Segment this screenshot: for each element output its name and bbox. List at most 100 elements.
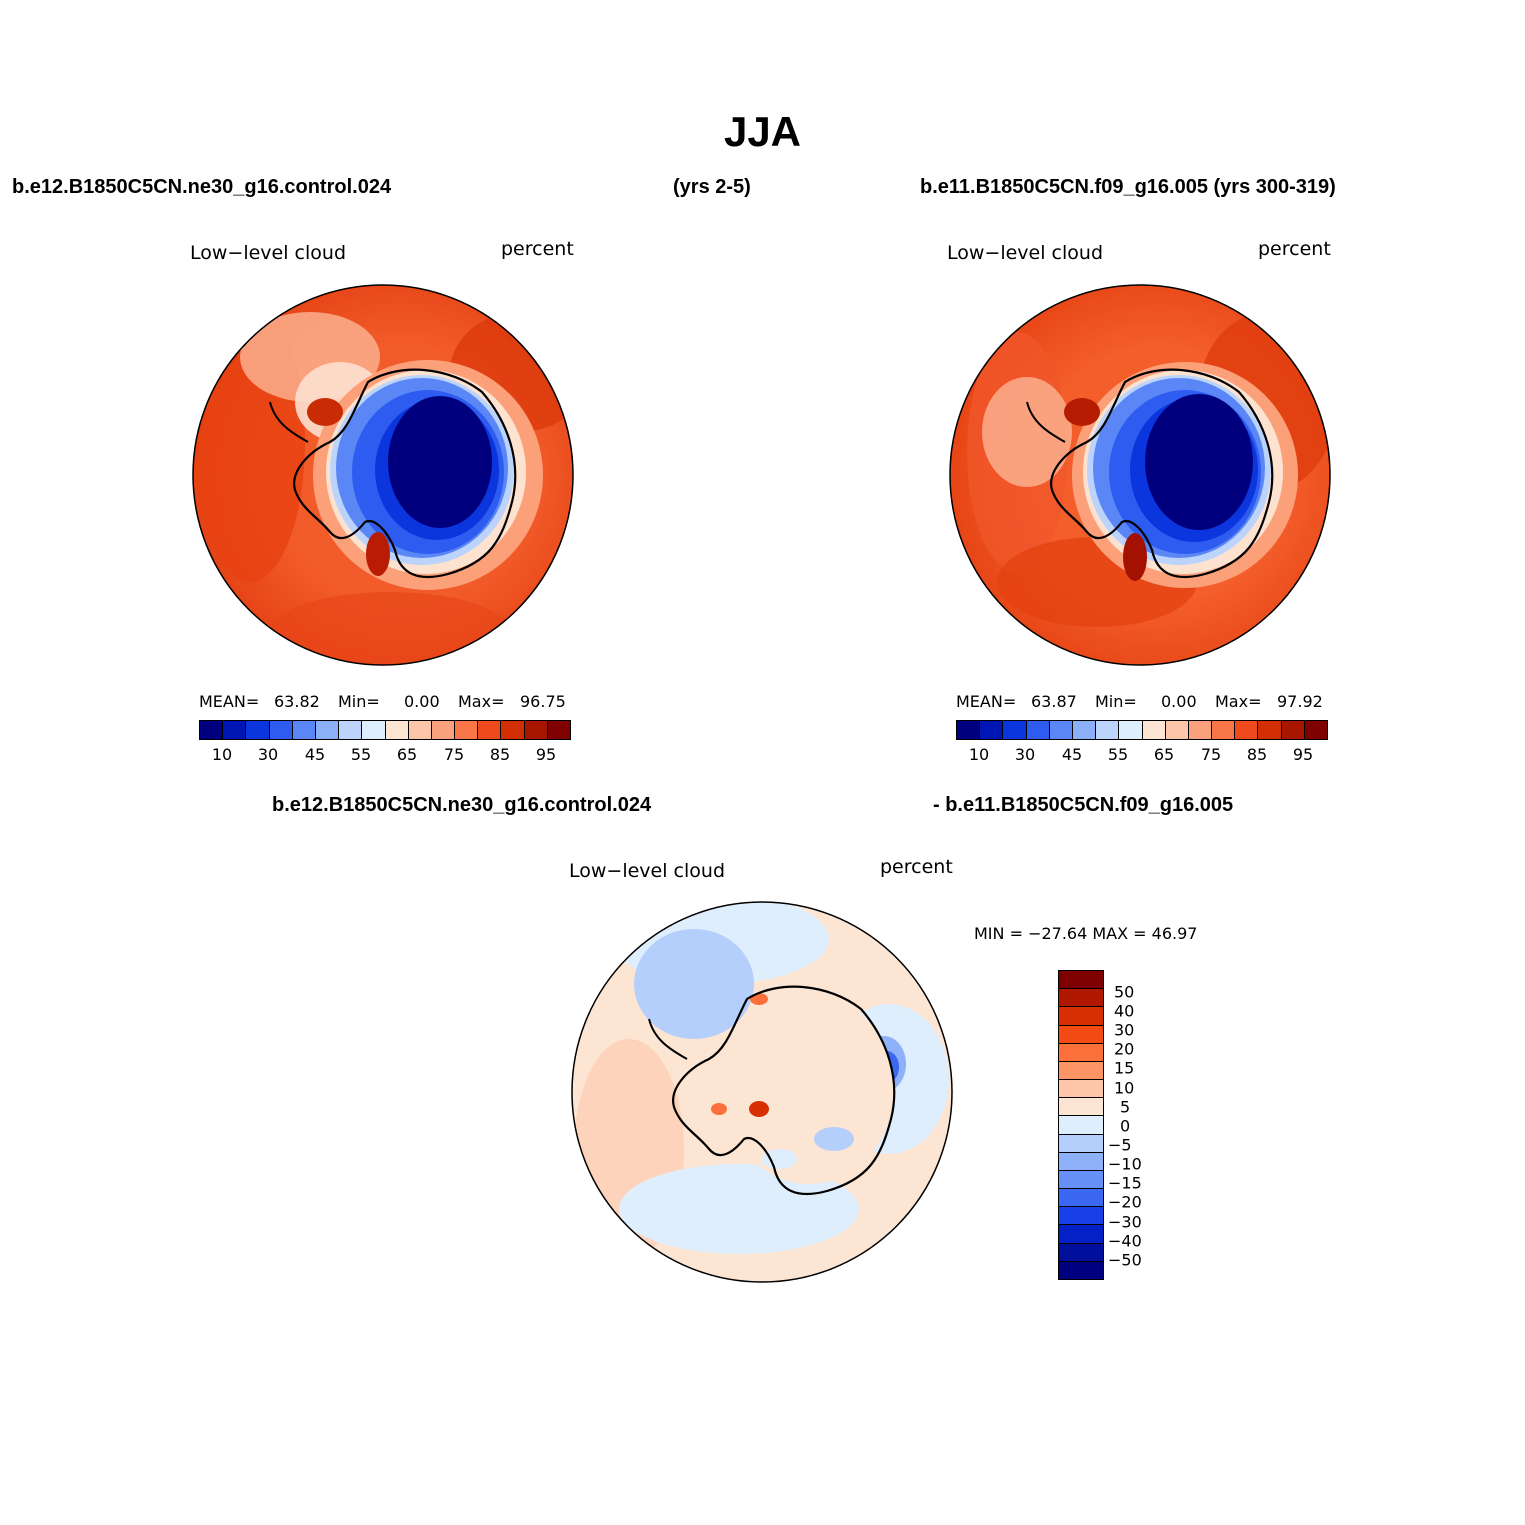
colorbar-swatch	[1059, 1007, 1103, 1026]
colorbar-swatch	[408, 721, 432, 739]
panel1-mean-value: 63.82	[274, 692, 320, 711]
diff-colorbar-label: −15	[1108, 1173, 1142, 1193]
colorbar-swatch	[1281, 721, 1305, 739]
panel1-colorbar	[199, 720, 571, 740]
colorbar-swatch	[1304, 721, 1327, 739]
panel2-colorbar-tick: 95	[1292, 745, 1314, 764]
colorbar-swatch	[1188, 721, 1213, 739]
diff-case-b-title: - b.e11.B1850C5CN.f09_g16.005	[933, 794, 1234, 816]
colorbar-swatch	[292, 721, 316, 739]
colorbar-swatch	[1059, 1243, 1103, 1262]
colorbar-swatch	[501, 721, 525, 739]
colorbar-swatch	[1059, 1207, 1103, 1226]
panel1-colorbar-tick: 55	[350, 745, 372, 764]
colorbar-swatch	[1059, 1061, 1103, 1081]
colorbar-swatch	[1026, 721, 1050, 739]
colorbar-swatch	[1096, 721, 1120, 739]
colorbar-swatch	[200, 721, 224, 739]
colorbar-swatch	[1059, 1152, 1103, 1171]
colorbar-swatch	[1059, 1189, 1103, 1208]
panel1-variable-label: Low−level cloud	[190, 242, 347, 264]
colorbar-swatch	[1119, 721, 1143, 739]
diff-colorbar-label: 40	[1114, 1001, 1135, 1021]
colorbar-swatch	[362, 721, 386, 739]
diff-variable-label: Low−level cloud	[569, 860, 726, 882]
colorbar-swatch	[246, 721, 270, 739]
colorbar-swatch	[385, 721, 409, 739]
panel1-colorbar-tick: 30	[257, 745, 279, 764]
diff-polar-map	[571, 901, 953, 1283]
panel2-min-label: Min=	[1095, 692, 1137, 711]
panel1-min-label: Min=	[338, 692, 380, 711]
diff-colorbar-label: 20	[1114, 1039, 1135, 1059]
panel2-colorbar-tick: 75	[1200, 745, 1222, 764]
colorbar-swatch	[269, 721, 293, 739]
panel1-mean-label: MEAN=	[199, 692, 260, 711]
panel1-max-value: 96.75	[520, 692, 566, 711]
diff-colorbar-label: −30	[1108, 1212, 1142, 1232]
colorbar-swatch	[223, 721, 247, 739]
colorbar-swatch	[455, 721, 479, 739]
colorbar-swatch	[957, 721, 981, 739]
colorbar-swatch	[1059, 1116, 1103, 1135]
colorbar-swatch	[1235, 721, 1259, 739]
colorbar-swatch	[1072, 721, 1097, 739]
diff-colorbar-label: −20	[1108, 1192, 1142, 1212]
diff-units-label: percent	[880, 856, 953, 878]
diff-colorbar-label: 5	[1120, 1097, 1131, 1117]
colorbar-swatch	[478, 721, 502, 739]
panel1-colorbar-tick: 95	[535, 745, 557, 764]
panel2-variable-label: Low−level cloud	[947, 242, 1104, 264]
colorbar-swatch	[1059, 971, 1103, 990]
diff-colorbar-label: 30	[1114, 1020, 1135, 1040]
colorbar-swatch	[1059, 1043, 1103, 1062]
colorbar-swatch	[980, 721, 1004, 739]
panel1-colorbar-tick: 10	[211, 745, 233, 764]
colorbar-swatch	[1059, 1170, 1103, 1190]
panel2-polar-map	[949, 284, 1331, 666]
panel1-colorbar-tick: 65	[396, 745, 418, 764]
colorbar-swatch	[524, 721, 548, 739]
panel2-colorbar-tick: 45	[1061, 745, 1083, 764]
colorbar-swatch	[1003, 721, 1027, 739]
panel1-polar-map	[192, 284, 574, 666]
colorbar-swatch	[431, 721, 456, 739]
colorbar-swatch	[1212, 721, 1236, 739]
colorbar-swatch	[315, 721, 340, 739]
colorbar-swatch	[1258, 721, 1282, 739]
left-years-label: (yrs 2-5)	[673, 176, 751, 198]
panel1-colorbar-tick: 75	[443, 745, 465, 764]
colorbar-swatch	[1059, 1025, 1103, 1044]
right-case-title: b.e11.B1850C5CN.f09_g16.005 (yrs 300-319…	[920, 176, 1336, 198]
colorbar-swatch	[1059, 1261, 1103, 1279]
panel2-colorbar	[956, 720, 1328, 740]
diff-colorbar-label: −50	[1108, 1250, 1142, 1270]
panel2-units-label: percent	[1258, 238, 1331, 260]
colorbar-swatch	[1059, 1134, 1103, 1153]
diff-colorbar-label: −40	[1108, 1231, 1142, 1251]
diff-colorbar-label: 15	[1114, 1058, 1135, 1078]
panel2-colorbar-tick: 30	[1014, 745, 1036, 764]
diff-colorbar-label: −10	[1108, 1154, 1142, 1174]
diff-case-a-title: b.e12.B1850C5CN.ne30_g16.control.024	[272, 794, 652, 816]
diff-colorbar-label: 10	[1114, 1078, 1135, 1098]
colorbar-swatch	[1059, 989, 1103, 1008]
panel2-max-value: 97.92	[1277, 692, 1323, 711]
panel1-min-value: 0.00	[404, 692, 440, 711]
panel2-min-value: 0.00	[1161, 692, 1197, 711]
colorbar-swatch	[1059, 1080, 1103, 1099]
colorbar-swatch	[1165, 721, 1189, 739]
colorbar-swatch	[339, 721, 363, 739]
colorbar-swatch	[1049, 721, 1073, 739]
panel2-colorbar-tick: 85	[1246, 745, 1268, 764]
panel2-mean-label: MEAN=	[956, 692, 1017, 711]
colorbar-swatch	[1059, 1098, 1103, 1117]
panel1-colorbar-tick: 85	[489, 745, 511, 764]
diff-colorbar	[1058, 970, 1104, 1280]
colorbar-swatch	[1059, 1225, 1103, 1244]
left-case-title: b.e12.B1850C5CN.ne30_g16.control.024	[12, 176, 392, 198]
page-title: JJA	[723, 108, 802, 155]
diff-colorbar-label: 50	[1114, 982, 1135, 1002]
colorbar-swatch	[1142, 721, 1166, 739]
panel2-colorbar-tick: 10	[968, 745, 990, 764]
